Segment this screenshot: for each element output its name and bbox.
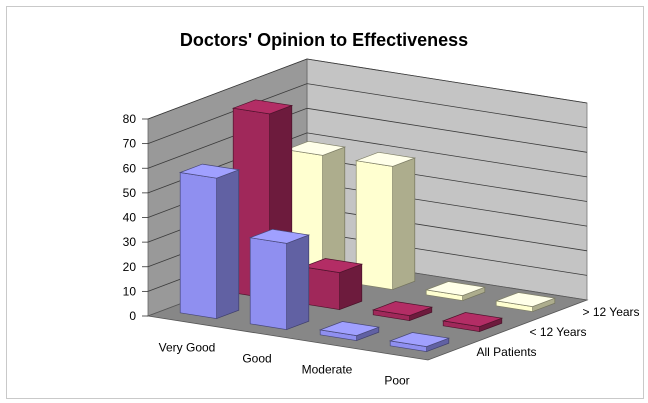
- y-tick-label-50: 50: [123, 186, 137, 200]
- series-label-12-years: < 12 Years: [530, 325, 587, 339]
- x-tick-label-poor: Poor: [384, 374, 409, 388]
- y-tick-label-40: 40: [123, 211, 137, 225]
- chart-labels: 0 10 20 30 40 50 60 70 80 Very Good Good Moderate Po…: [123, 112, 640, 388]
- x-tick-label-moderate: Moderate: [302, 363, 353, 377]
- chart-bars: [178, 99, 557, 353]
- y-tick-label-20: 20: [123, 260, 137, 274]
- x-tick-label-good: Good: [242, 352, 271, 366]
- bar-all-patients-poor: [388, 332, 451, 353]
- y-tick-label-60: 60: [123, 161, 137, 175]
- bar-all-patients-moderate: [318, 321, 381, 342]
- bar-12-years-poor: [494, 292, 557, 313]
- bar-12-years-good: [301, 258, 364, 311]
- y-tick-label-10: 10: [123, 284, 137, 298]
- bar-all-patients-good: [248, 228, 311, 331]
- gridline-60: [147, 107, 588, 169]
- series-label-all-patients: All Patients: [477, 345, 537, 359]
- y-tick-label-70: 70: [123, 137, 137, 151]
- y-tick-label-30: 30: [123, 235, 137, 249]
- y-tick-label-0: 0: [129, 309, 136, 323]
- chart-title: Doctors' Opinion to Effectiveness: [179, 30, 469, 50]
- bar-12-years-moderate: [371, 301, 434, 322]
- bar-all-patients-very-good: [178, 163, 241, 320]
- gridline-70: [147, 83, 588, 144]
- bar-12-years-good: [354, 151, 417, 291]
- y-tick-label-80: 80: [123, 112, 137, 126]
- x-tick-label-very-good: Very Good: [159, 341, 216, 355]
- bar-12-years-poor: [441, 312, 504, 333]
- bar-12-years-moderate: [424, 281, 487, 302]
- gridline-80: [147, 58, 588, 120]
- series-label-12-years: > 12 Years: [583, 305, 640, 319]
